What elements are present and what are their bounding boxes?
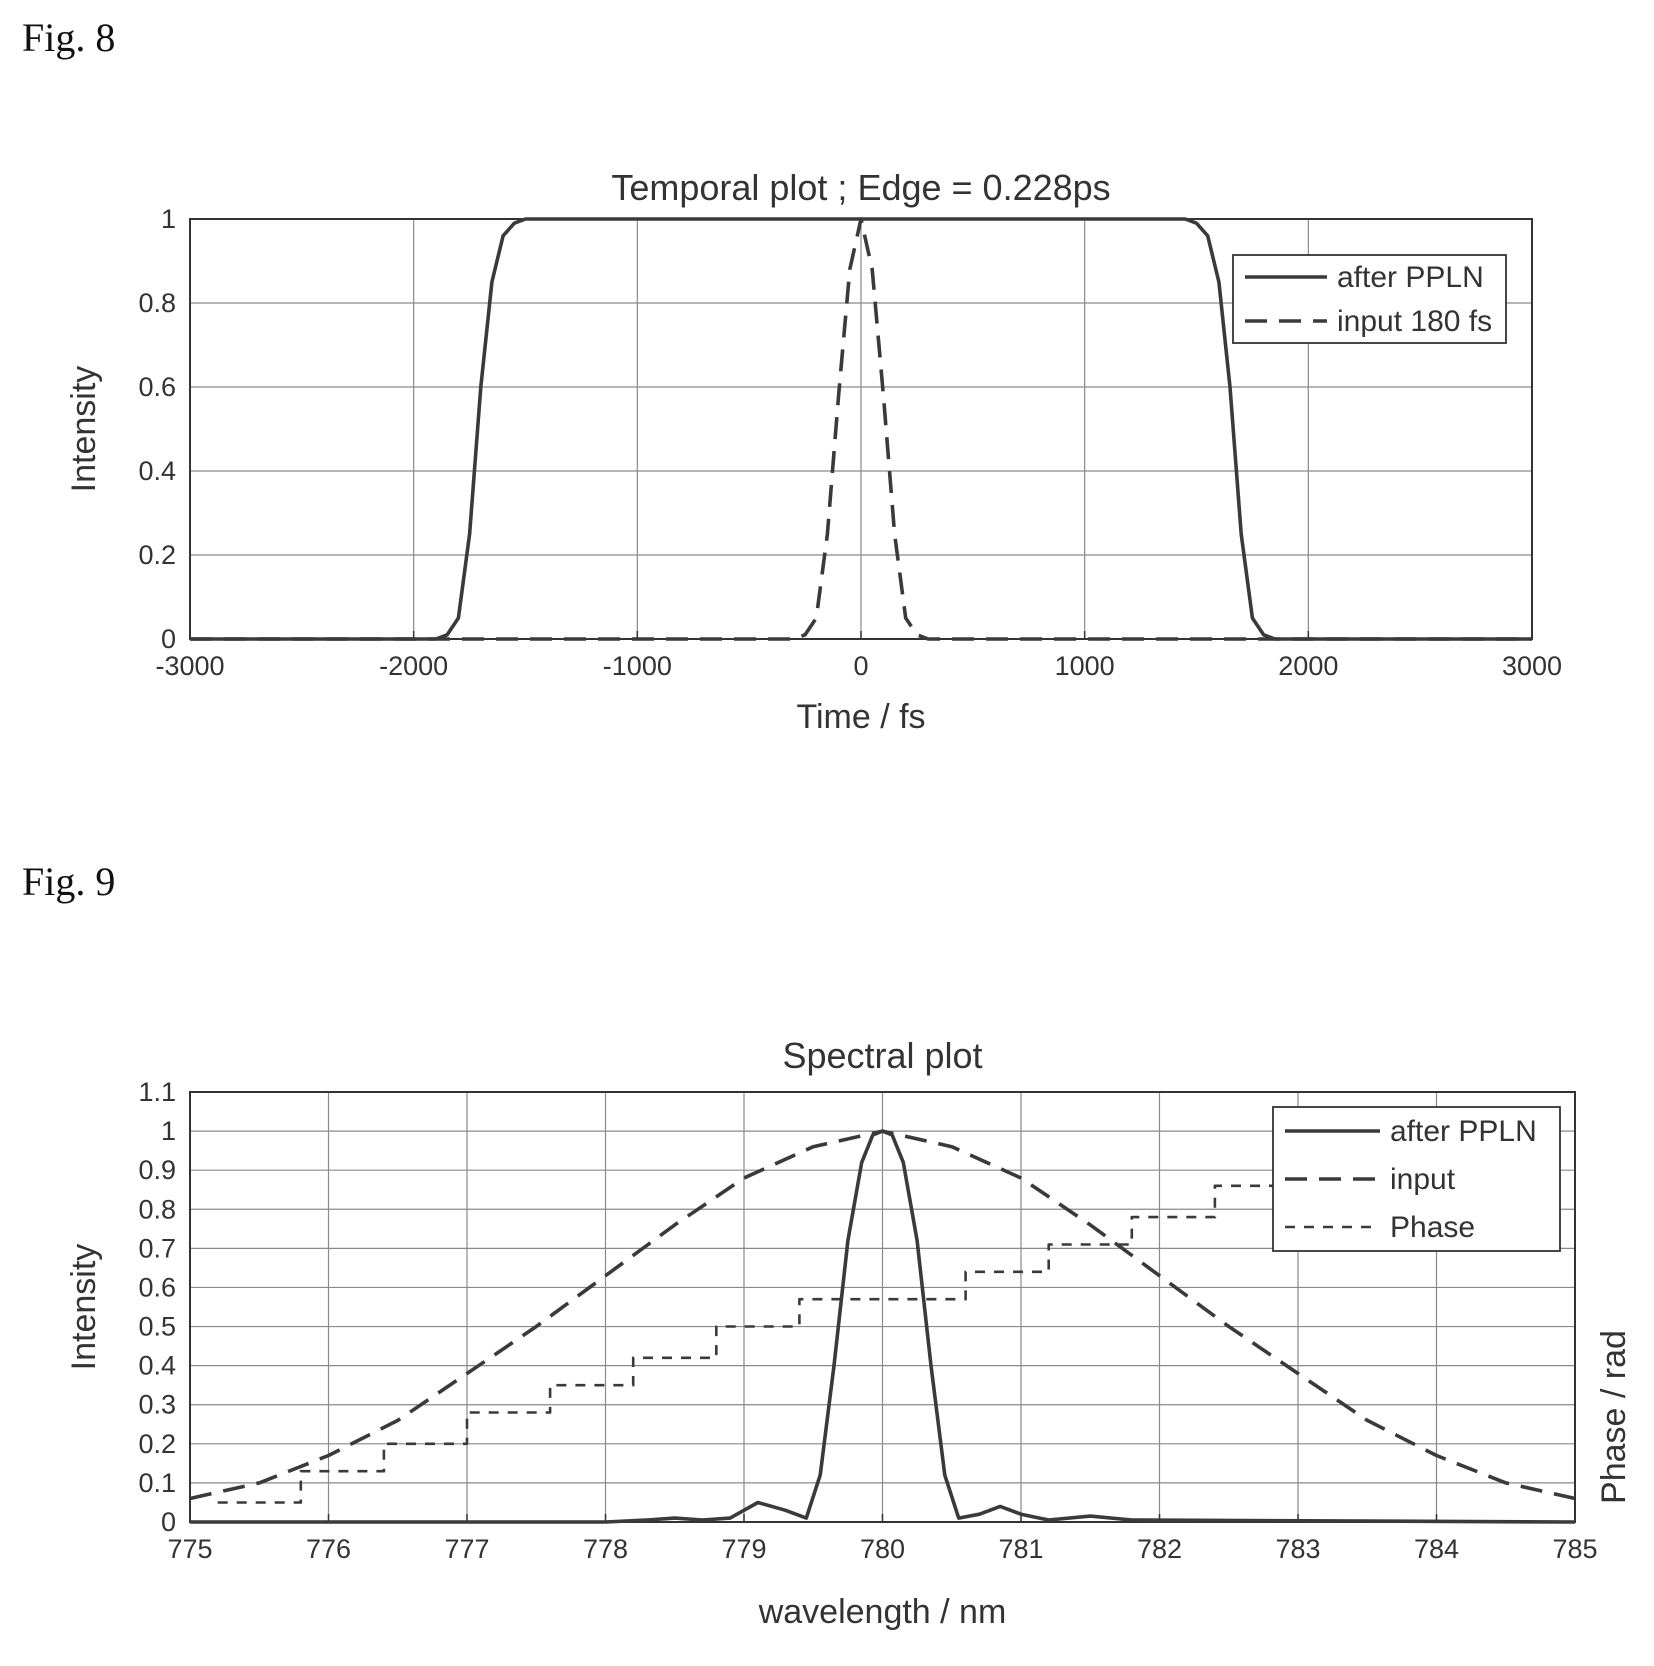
x-tick-label: -3000 <box>155 651 224 681</box>
x-tick-label: 0 <box>853 651 868 681</box>
x-tick-label: -1000 <box>603 651 672 681</box>
chart-1: -3000 -2000 -1000 0 1000 2000 3000 0 0.2 0.4 0.6 0.… <box>65 167 1562 736</box>
y-tick-label: 0.4 <box>138 456 176 486</box>
y-tick-label: 0.6 <box>138 1272 176 1302</box>
x-tick-label: 784 <box>1414 1534 1459 1564</box>
legend-box <box>1232 254 1507 344</box>
y-axis-label: Intensity <box>65 1244 103 1371</box>
chart-2: 775 776 777 778 779 780 781 782 783 784 785 0 0.1 0.2… <box>65 1035 1633 1631</box>
legend-label: after PPLN <box>1337 261 1484 294</box>
x-tick-label: 783 <box>1275 1534 1320 1564</box>
legend-label: input 180 fs <box>1337 305 1492 338</box>
x-tick-label: 776 <box>306 1534 351 1564</box>
y-tick-label: 0.2 <box>138 540 176 570</box>
legend: after PPLN input 180 fs <box>1232 254 1507 344</box>
x-tick-label: 1000 <box>1055 651 1115 681</box>
x-tick-label: 2000 <box>1278 651 1338 681</box>
legend-label: input <box>1390 1163 1456 1196</box>
fig9-label: Fig. 9 <box>22 859 116 904</box>
chart-title: Temporal plot ; Edge = 0.228ps <box>611 167 1110 208</box>
y-axis-label: Intensity <box>65 366 103 493</box>
x-tick-label: 775 <box>167 1534 212 1564</box>
plot-frame <box>189 1091 1576 1523</box>
x-tick-label: 785 <box>1552 1534 1597 1564</box>
y-tick-label: 0.8 <box>138 1194 176 1224</box>
y-tick-label: 0.9 <box>138 1155 176 1185</box>
legend-label: Phase <box>1390 1211 1475 1244</box>
fig8-label: Fig. 8 <box>22 15 116 60</box>
y-tick-label: 0.6 <box>138 372 176 402</box>
y-axis-label-right: Phase / rad <box>1595 1330 1633 1504</box>
y-tick-label: 0.8 <box>138 288 176 318</box>
x-tick-label: 778 <box>583 1534 628 1564</box>
y-tick-label: 0.5 <box>138 1312 176 1342</box>
x-tick-label: -2000 <box>379 651 448 681</box>
x-tick-label: 779 <box>721 1534 766 1564</box>
x-axis-label: wavelength / nm <box>758 1593 1007 1631</box>
y-tick-label: 1 <box>161 204 176 234</box>
series-line-input <box>189 1129 1576 1501</box>
y-tick-label: 0.4 <box>138 1351 176 1381</box>
y-tick-label: 0.7 <box>138 1233 176 1263</box>
chart-title: Spectral plot <box>782 1035 982 1076</box>
y-tick-label: 1 <box>161 1116 176 1146</box>
series-line-input-180-fs <box>190 217 1532 641</box>
y-tick-label: 1.1 <box>138 1077 176 1107</box>
legend: after PPLN input Phase <box>1272 1106 1561 1252</box>
y-tick-label: 0.2 <box>138 1429 176 1459</box>
y-tick-label: 0 <box>161 624 176 654</box>
x-axis-label: Time / fs <box>796 698 925 736</box>
y-tick-label: 0 <box>161 1507 176 1537</box>
x-tick-label: 781 <box>998 1534 1043 1564</box>
series-line-phase <box>217 1184 1285 1504</box>
y-tick-label: 0.1 <box>138 1468 176 1498</box>
x-tick-label: 3000 <box>1502 651 1562 681</box>
x-tick-label: 777 <box>444 1534 489 1564</box>
x-tick-label: 780 <box>860 1534 905 1564</box>
legend-label: after PPLN <box>1390 1115 1537 1148</box>
y-tick-label: 0.3 <box>138 1390 176 1420</box>
x-tick-label: 782 <box>1137 1534 1182 1564</box>
